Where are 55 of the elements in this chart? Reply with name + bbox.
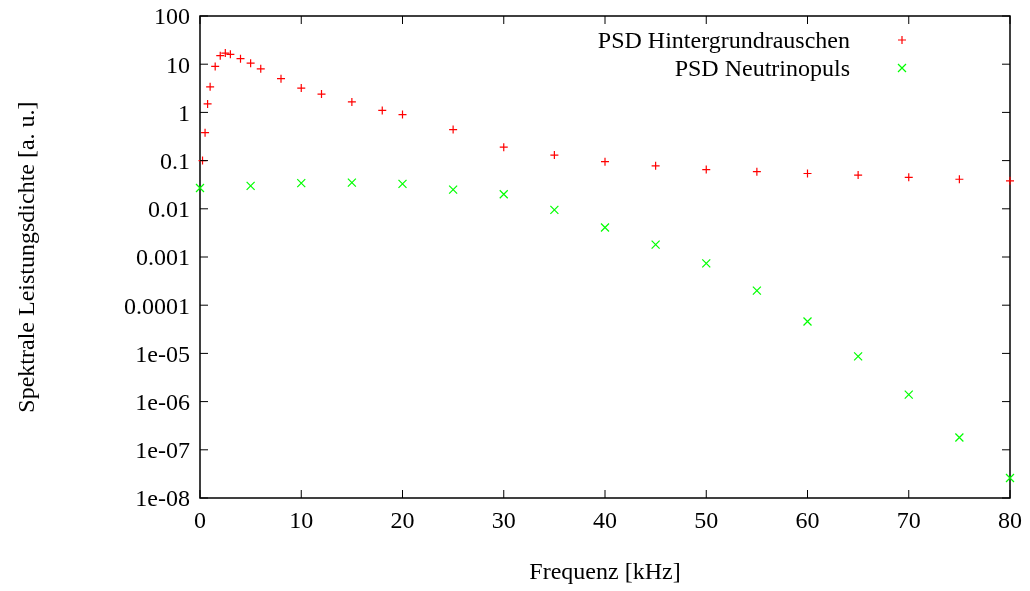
point — [549, 205, 559, 215]
point — [752, 286, 762, 296]
legend-label: PSD Hintergrundrauschen — [597, 27, 850, 54]
point — [205, 82, 215, 92]
point — [802, 316, 813, 327]
point — [904, 389, 914, 400]
point — [347, 97, 357, 107]
x-tick-label: 80 — [998, 507, 1022, 533]
point — [853, 170, 863, 180]
x-tick-label: 40 — [593, 507, 617, 533]
point — [499, 189, 509, 199]
y-tick-label: 0.0001 — [124, 292, 190, 319]
point — [296, 83, 306, 93]
y-tick-label: 0.1 — [160, 148, 190, 174]
point — [397, 179, 408, 189]
x-tick-label: 70 — [896, 507, 921, 533]
point — [202, 99, 213, 109]
point — [316, 89, 327, 99]
point — [1005, 473, 1015, 483]
point — [296, 178, 306, 188]
y-tick-label: 10 — [166, 51, 190, 78]
y-tick-label: 1e-07 — [135, 437, 190, 464]
y-axis-title: Spektrale Leistungsdichte [a. u.] — [13, 101, 39, 413]
point — [448, 185, 458, 195]
y-tick-label: 1e-06 — [135, 389, 190, 415]
y-tick-label: 100 — [154, 3, 190, 30]
point — [600, 222, 610, 233]
x-tick-label: 10 — [289, 507, 314, 533]
point — [954, 432, 964, 443]
point — [276, 74, 286, 84]
y-tick-label: 1e-08 — [135, 485, 190, 512]
x-axis-title: Frequenz [kHz] — [529, 558, 681, 584]
x-tick-label: 0 — [194, 507, 206, 533]
y-tick-label: 1e-05 — [135, 340, 190, 367]
legend-label: PSD Neutrinopuls — [674, 55, 850, 82]
point — [347, 177, 357, 188]
point — [651, 240, 661, 250]
point — [448, 124, 458, 135]
point — [256, 64, 266, 74]
x-tick-label: 30 — [491, 507, 516, 533]
point — [200, 128, 210, 138]
point — [853, 351, 863, 361]
y-tick-label: 0.001 — [136, 244, 190, 271]
y-tick-label: 0.01 — [148, 196, 190, 223]
point — [701, 258, 711, 268]
x-tick-label: 20 — [390, 507, 415, 533]
point — [549, 150, 559, 160]
point — [752, 167, 762, 177]
point — [195, 183, 205, 193]
y-tick-label: 1 — [178, 99, 190, 126]
x-tick-label: 50 — [694, 507, 719, 533]
point — [246, 181, 256, 191]
x-tick-label: 60 — [795, 507, 820, 533]
point — [600, 157, 610, 167]
point — [1005, 176, 1015, 186]
